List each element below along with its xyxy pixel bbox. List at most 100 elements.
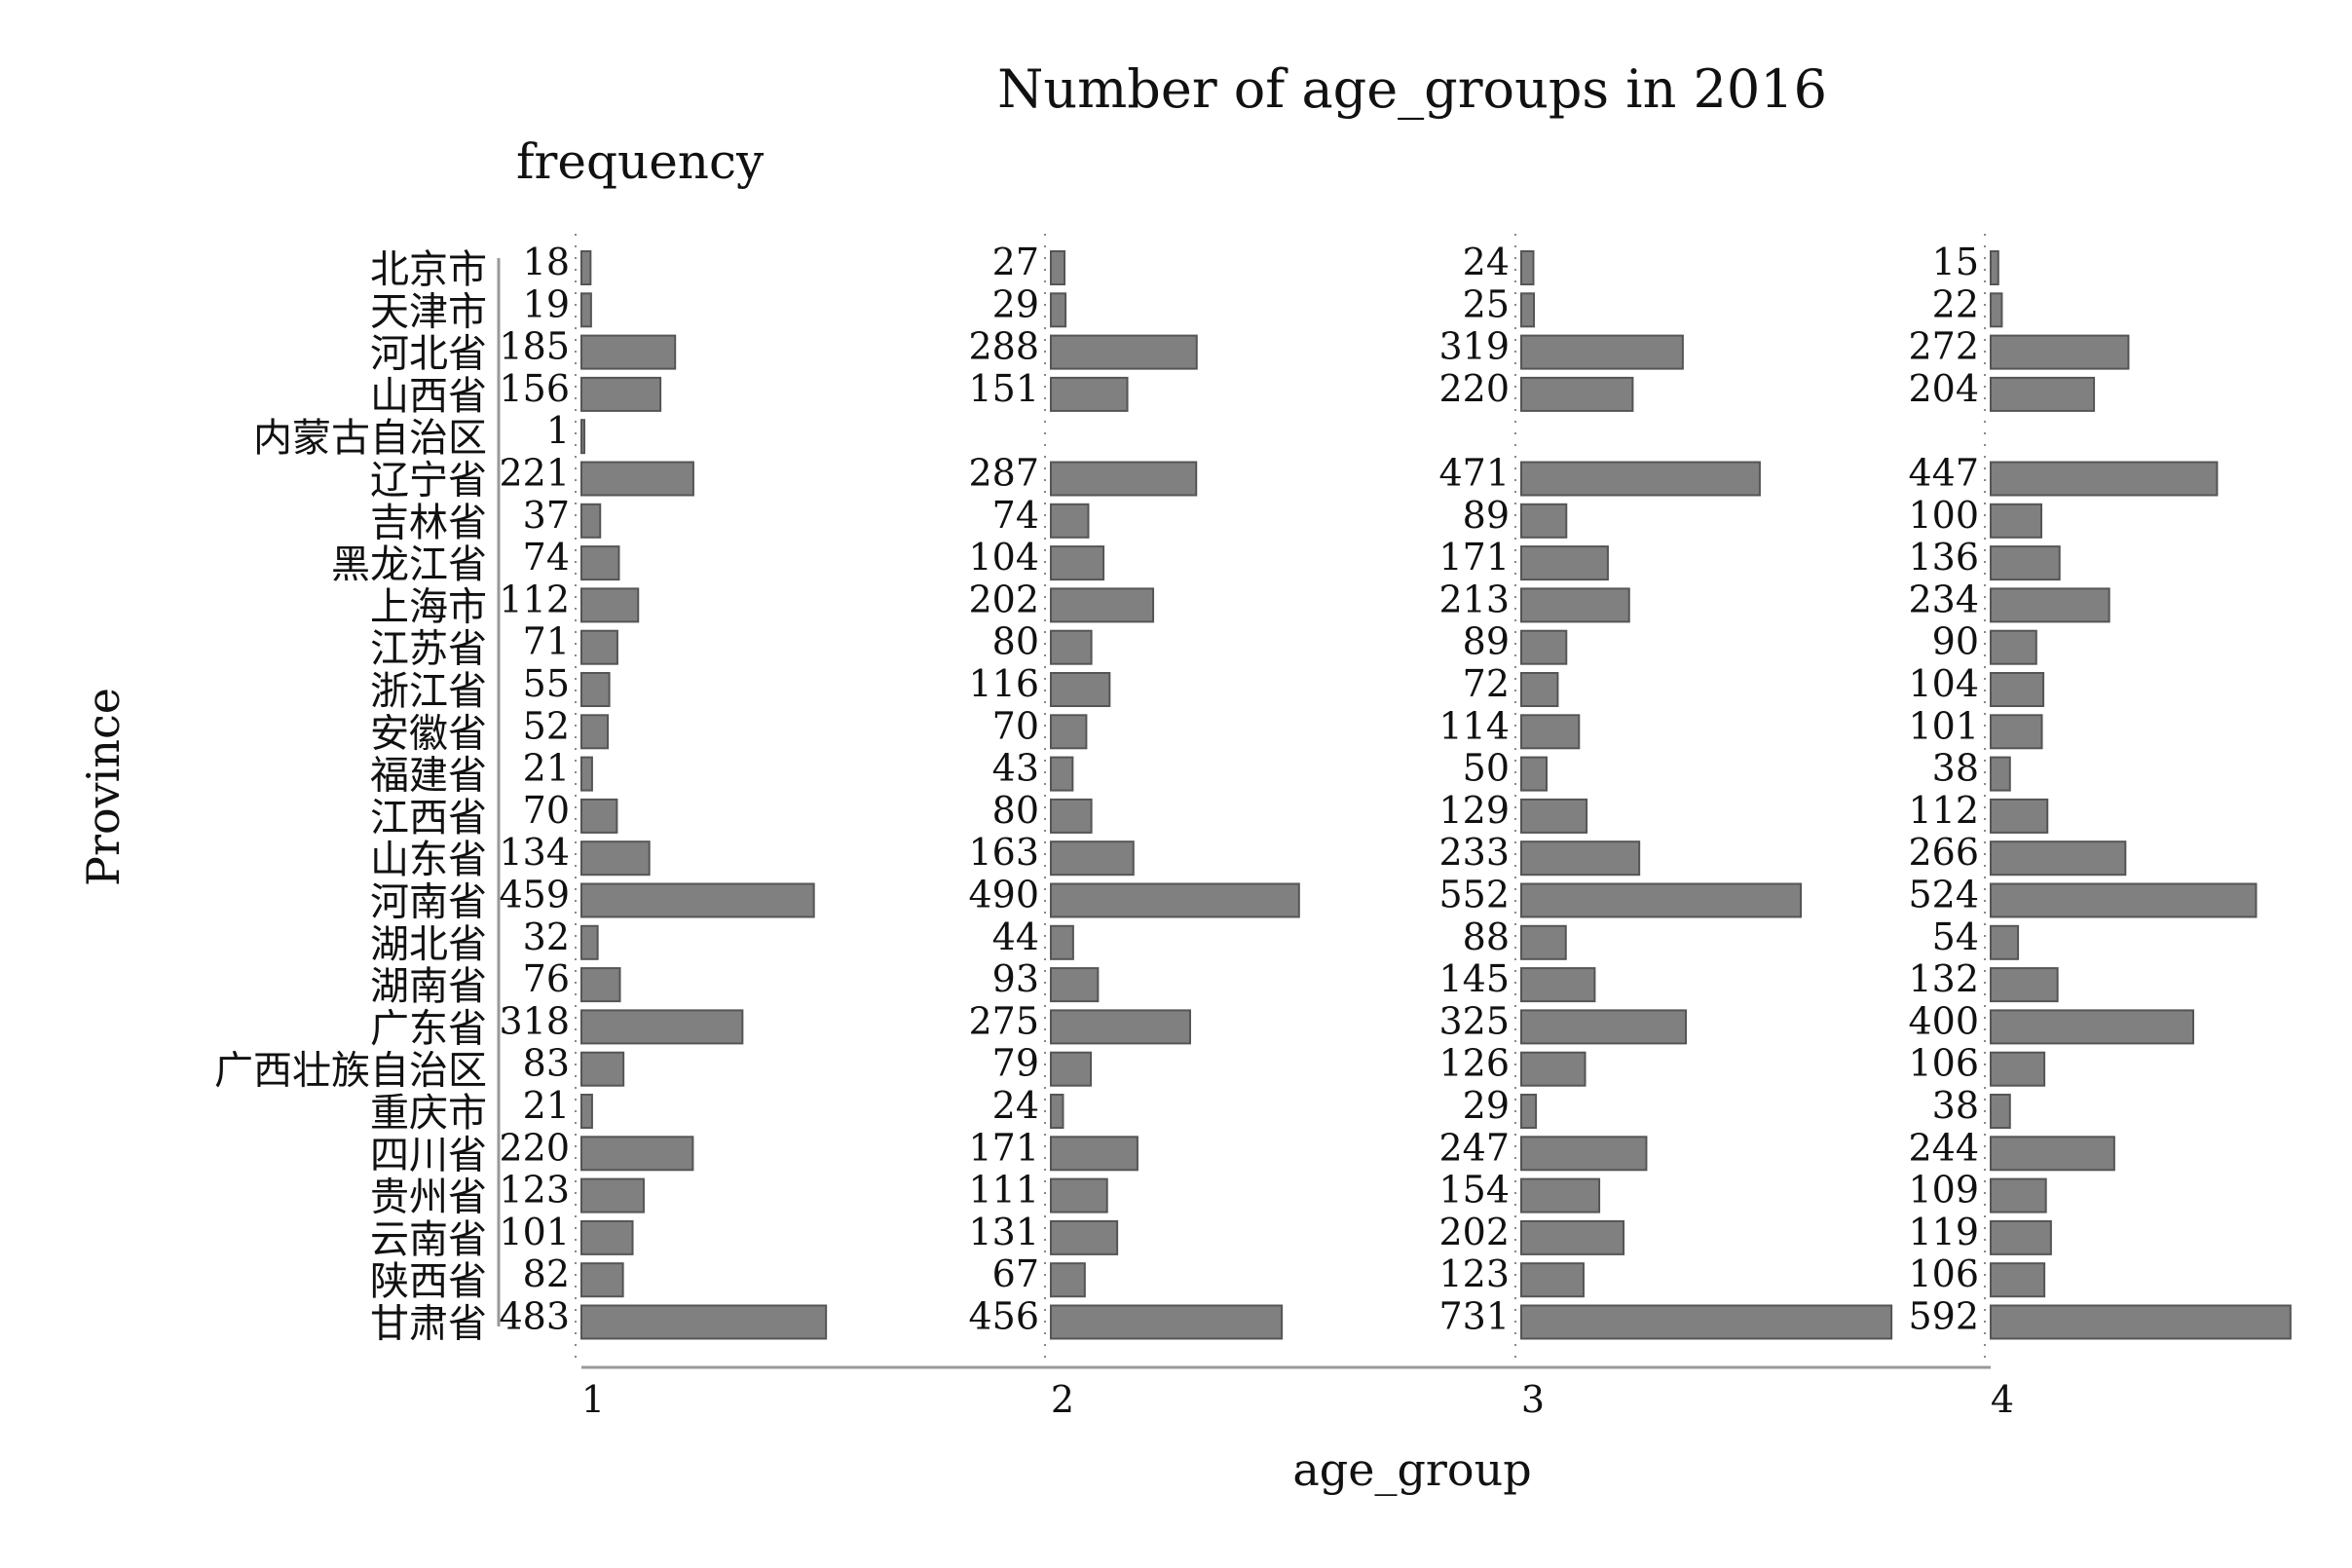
bar-value-label: 101: [499, 1211, 570, 1253]
bar-value-label: 72: [1463, 662, 1510, 705]
bar: [1521, 1095, 1536, 1128]
bar-value-label: 272: [1908, 325, 1979, 368]
province-label: 湖南省: [370, 964, 487, 1009]
bar-value-label: 88: [1463, 915, 1510, 958]
bar: [1051, 504, 1088, 538]
x-tick-label: 3: [1521, 1378, 1545, 1421]
bar: [1051, 715, 1086, 748]
bar-value-label: 82: [523, 1252, 570, 1295]
plot-area: 北京市天津市河北省山西省内蒙古自治区辽宁省吉林省黑龙江省上海市江苏省浙江省安徽省…: [214, 234, 2291, 1421]
bar-value-label: 163: [968, 831, 1039, 874]
bar-value-label: 132: [1908, 957, 1979, 1000]
bar: [581, 1306, 826, 1339]
bar: [581, 1095, 592, 1128]
bar: [581, 800, 616, 833]
bar-value-label: 21: [523, 1084, 570, 1127]
bar-value-label: 79: [992, 1042, 1039, 1085]
y-axis-title: Province: [77, 688, 130, 886]
bar-value-label: 136: [1908, 536, 1979, 579]
bar: [1991, 968, 2058, 1001]
bar-value-label: 74: [992, 494, 1039, 537]
bar-value-label: 471: [1438, 452, 1510, 495]
bar-value-label: 24: [992, 1084, 1039, 1127]
bar: [1991, 251, 1998, 284]
bar: [1991, 715, 2042, 748]
bar-value-label: 221: [499, 452, 570, 495]
bar-value-label: 129: [1438, 789, 1510, 832]
bar-value-label: 447: [1908, 452, 1979, 495]
bar-value-label: 106: [1908, 1252, 1979, 1295]
bar-value-label: 318: [499, 999, 570, 1042]
bar: [1051, 1263, 1085, 1296]
bar-value-label: 52: [523, 704, 570, 747]
bar: [1051, 1306, 1282, 1339]
bar-value-label: 18: [523, 241, 570, 283]
bar: [1991, 884, 2256, 917]
province-label: 湖北省: [370, 922, 487, 967]
bar: [1051, 336, 1197, 369]
province-label: 陕西省: [370, 1259, 487, 1304]
x-axis-title: age_group: [1292, 1443, 1531, 1496]
province-label: 江苏省: [370, 627, 487, 672]
bar-value-label: 400: [1908, 999, 1979, 1042]
bar-value-label: 70: [992, 704, 1039, 747]
province-label: 浙江省: [370, 669, 487, 714]
chart-subtitle: frequency: [516, 133, 765, 190]
bar: [1991, 1010, 2193, 1043]
bar-value-label: 552: [1438, 874, 1510, 916]
bar: [1521, 1137, 1646, 1170]
bar: [1991, 293, 2001, 326]
bar: [1051, 378, 1128, 411]
bar-value-label: 123: [499, 1169, 570, 1212]
province-label: 甘肃省: [370, 1302, 487, 1347]
bar: [1991, 1137, 2114, 1170]
bar-value-label: 109: [1908, 1169, 1979, 1212]
bar-value-label: 38: [1932, 747, 1979, 790]
bar-value-label: 126: [1438, 1042, 1510, 1085]
bar: [1521, 378, 1632, 411]
bar: [1051, 1179, 1107, 1213]
bar: [1521, 1263, 1584, 1296]
bar-value-label: 119: [1908, 1211, 1979, 1253]
bar: [1991, 378, 2094, 411]
bar: [1991, 758, 2010, 791]
bar: [1521, 504, 1566, 538]
bar-value-label: 325: [1438, 999, 1510, 1042]
bar-value-label: 70: [523, 789, 570, 832]
bar: [581, 758, 592, 791]
bar-value-label: 76: [523, 957, 570, 1000]
bar: [1051, 631, 1092, 664]
bar: [581, 463, 693, 496]
bar: [1521, 715, 1579, 748]
chart-title: Number of age_groups in 2016: [997, 58, 1827, 120]
bar-value-label: 524: [1908, 874, 1979, 916]
bar: [1991, 1095, 2010, 1128]
bar: [581, 1221, 633, 1254]
bar-value-label: 459: [499, 874, 570, 916]
bar: [581, 378, 660, 411]
bar-value-label: 171: [968, 1126, 1039, 1169]
bar: [1991, 546, 2060, 579]
bar-value-label: 89: [1463, 494, 1510, 537]
province-label: 山西省: [370, 374, 487, 419]
province-label: 吉林省: [370, 501, 487, 545]
bar-value-label: 220: [1438, 367, 1510, 410]
province-label: 贵州省: [370, 1176, 487, 1220]
province-label: 天津市: [370, 289, 487, 334]
bar: [1051, 968, 1098, 1001]
bar: [581, 588, 638, 621]
bar-value-label: 104: [968, 536, 1039, 579]
bar-value-label: 67: [992, 1252, 1039, 1295]
bar-value-label: 154: [1438, 1169, 1510, 1212]
bar: [1991, 504, 2041, 538]
bar: [1991, 463, 2217, 496]
province-label: 福建省: [370, 754, 487, 799]
bar-value-label: 19: [523, 282, 570, 325]
bar: [581, 1263, 623, 1296]
bar: [581, 673, 610, 706]
bar: [1051, 884, 1299, 917]
bar-value-label: 54: [1932, 915, 1979, 958]
province-label: 河北省: [370, 332, 487, 377]
province-label: 重庆市: [370, 1091, 487, 1136]
